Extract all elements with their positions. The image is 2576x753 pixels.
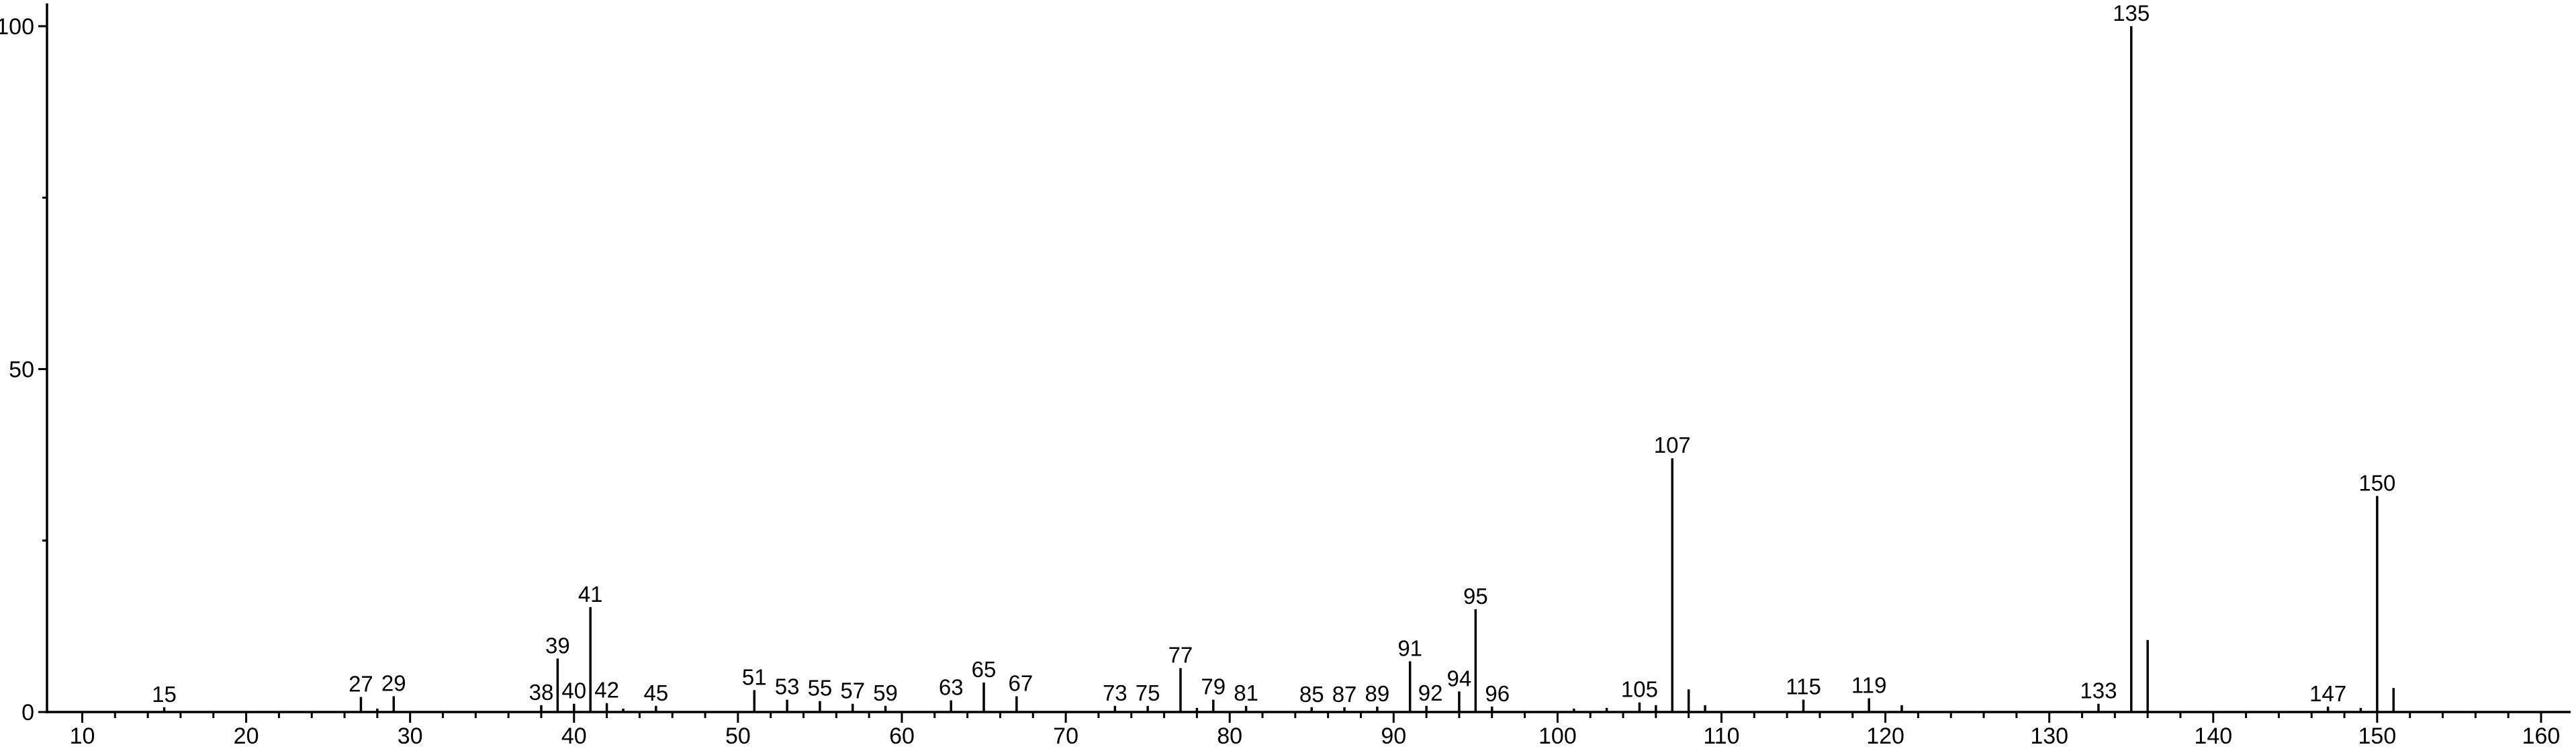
x-tick-label-160: 160 <box>2522 723 2561 749</box>
peak-label-85: 85 <box>1299 682 1324 707</box>
peak-label-65: 65 <box>972 657 997 682</box>
peak-label-107: 107 <box>1654 433 1691 457</box>
x-tick-label-90: 90 <box>1381 723 1406 749</box>
peak-label-95: 95 <box>1463 584 1488 609</box>
peak-label-92: 92 <box>1418 680 1443 705</box>
peak-label-87: 87 <box>1332 682 1357 707</box>
x-axis-tick-labels: 10 20 30 40 50 60 70 80 90 100 110 120 130 140 150 160 <box>70 723 2561 749</box>
y-axis-tick-labels: 0 50 100 <box>0 14 34 725</box>
peak-label-29: 29 <box>381 671 406 696</box>
x-tick-label-30: 30 <box>398 723 423 749</box>
peak-label-115: 115 <box>1786 674 1821 699</box>
peak-label-55: 55 <box>808 676 833 701</box>
peak-label-91: 91 <box>1397 635 1422 660</box>
peak-label-59: 59 <box>873 680 898 705</box>
peak-label-41: 41 <box>578 582 603 607</box>
y-tick-label-100: 100 <box>0 14 34 40</box>
peak-label-89: 89 <box>1365 681 1390 706</box>
peak-label-38: 38 <box>529 680 554 705</box>
peak-label-39: 39 <box>545 633 570 658</box>
peak-label-40: 40 <box>561 678 586 703</box>
peak-label-96: 96 <box>1485 681 1510 706</box>
peak-label-27: 27 <box>349 672 373 697</box>
peak-label-53: 53 <box>775 674 800 699</box>
peak-label-73: 73 <box>1103 680 1128 705</box>
peak-label-105: 105 <box>1621 677 1658 702</box>
axes <box>46 3 2571 713</box>
x-axis-ticks <box>81 712 2542 723</box>
x-tick-label-150: 150 <box>2358 723 2397 749</box>
peak-label-150: 150 <box>2358 470 2395 495</box>
peak-label-147: 147 <box>2309 681 2346 706</box>
x-tick-label-130: 130 <box>2030 723 2068 749</box>
x-tick-label-70: 70 <box>1053 723 1078 749</box>
x-tick-label-110: 110 <box>1703 723 1739 749</box>
peak-mz-labels: 15 27 29 38 39 40 41 42 45 51 53 55 57 59 63 65 67 73 75 77… <box>152 1 2395 707</box>
spectrum-peaks <box>163 26 2395 712</box>
x-tick-label-50: 50 <box>725 723 751 749</box>
peak-label-119: 119 <box>1851 673 1887 698</box>
peak-label-75: 75 <box>1136 680 1160 705</box>
peak-label-81: 81 <box>1234 680 1258 705</box>
y-tick-label-50: 50 <box>9 357 34 383</box>
peak-label-67: 67 <box>1008 671 1033 696</box>
peak-label-77: 77 <box>1168 643 1193 668</box>
x-tick-label-10: 10 <box>70 723 95 749</box>
x-tick-label-140: 140 <box>2194 723 2232 749</box>
x-tick-label-100: 100 <box>1538 723 1577 749</box>
x-tick-label-40: 40 <box>561 723 587 749</box>
peak-label-63: 63 <box>939 675 964 700</box>
peak-label-94: 94 <box>1447 666 1472 691</box>
x-tick-label-120: 120 <box>1866 723 1904 749</box>
peak-label-15: 15 <box>152 682 177 707</box>
peak-label-51: 51 <box>742 664 767 689</box>
peak-label-135: 135 <box>2113 1 2150 26</box>
y-axis-ticks <box>38 25 47 713</box>
peak-label-133: 133 <box>2080 678 2117 703</box>
x-tick-label-60: 60 <box>889 723 915 749</box>
y-tick-label-0: 0 <box>21 700 34 725</box>
x-tick-label-20: 20 <box>234 723 259 749</box>
peak-label-57: 57 <box>840 678 865 703</box>
peak-label-42: 42 <box>594 678 619 703</box>
peak-label-79: 79 <box>1201 674 1226 699</box>
x-tick-label-80: 80 <box>1217 723 1242 749</box>
peak-label-45: 45 <box>643 680 668 705</box>
